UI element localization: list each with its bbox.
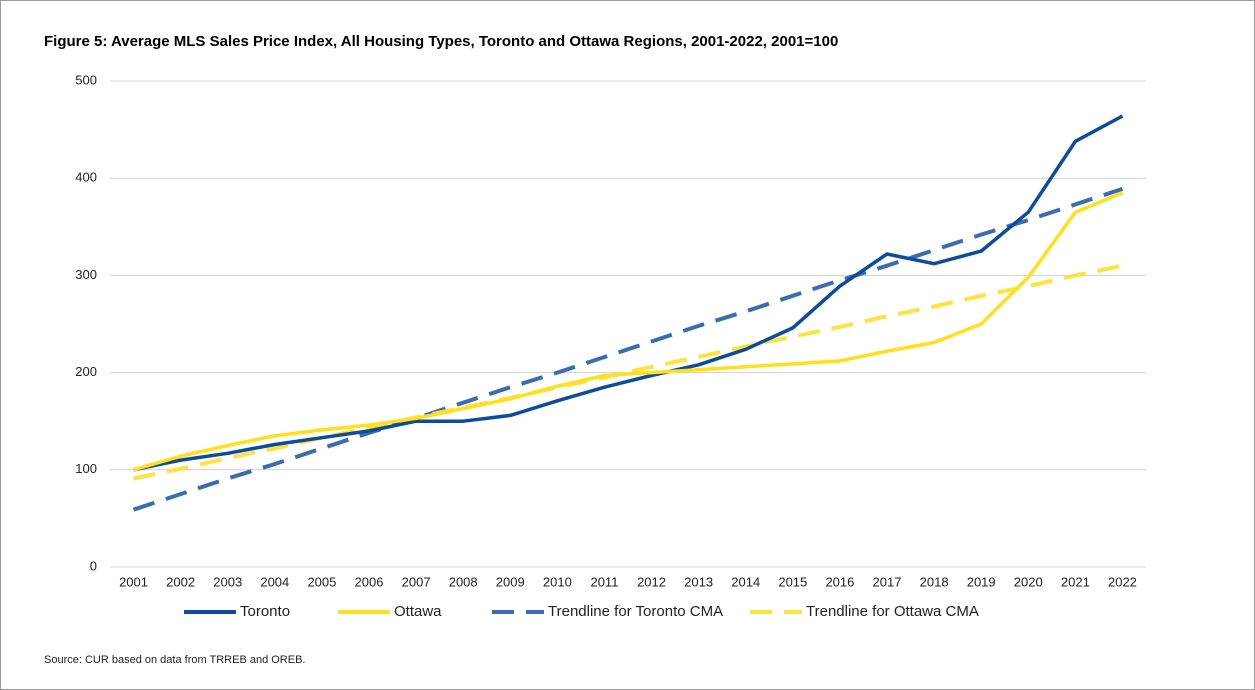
x-tick-label: 2003 (213, 574, 242, 589)
series-line (133, 191, 1124, 472)
legend-label: Toronto (240, 603, 290, 620)
legend-label: Ottawa (394, 603, 442, 620)
x-tick-label: 2018 (920, 574, 949, 589)
y-tick-label: 200 (75, 364, 97, 379)
x-tick-label: 2020 (1014, 574, 1043, 589)
x-tick-label: 2011 (590, 574, 618, 589)
series-line (132, 187, 1124, 512)
y-tick-label: 100 (75, 461, 97, 476)
y-tick-label: 400 (75, 170, 97, 185)
x-tick-label: 2004 (260, 574, 289, 589)
x-tick-label: 2005 (307, 574, 336, 589)
y-tick-label: 300 (75, 267, 97, 282)
x-tick-label: 2006 (355, 574, 384, 589)
x-tick-label: 2009 (496, 574, 525, 589)
x-tick-label: 2001 (119, 574, 148, 589)
x-tick-label: 2019 (967, 574, 996, 589)
x-tick-label: 2007 (402, 574, 431, 589)
x-tick-label: 2021 (1061, 574, 1090, 589)
y-tick-label: 0 (90, 558, 97, 573)
x-tick-label: 2022 (1108, 574, 1137, 589)
x-tick-label: 2016 (825, 574, 854, 589)
x-tick-label: 2014 (731, 574, 760, 589)
series-line (133, 114, 1124, 472)
x-tick-label: 2017 (873, 574, 902, 589)
y-tick-label: 500 (75, 72, 97, 87)
legend-label: Trendline for Toronto CMA (548, 603, 723, 620)
x-tick-label: 2013 (684, 574, 713, 589)
x-tick-label: 2010 (543, 574, 572, 589)
source-note: Source: CUR based on data from TRREB and… (44, 654, 305, 666)
x-tick-label: 2012 (637, 574, 666, 589)
chart-title: Figure 5: Average MLS Sales Price Index,… (44, 33, 838, 50)
x-tick-label: 2008 (449, 574, 478, 589)
x-tick-label: 2015 (778, 574, 807, 589)
legend-label: Trendline for Ottawa CMA (806, 603, 979, 620)
x-tick-label: 2002 (166, 574, 195, 589)
